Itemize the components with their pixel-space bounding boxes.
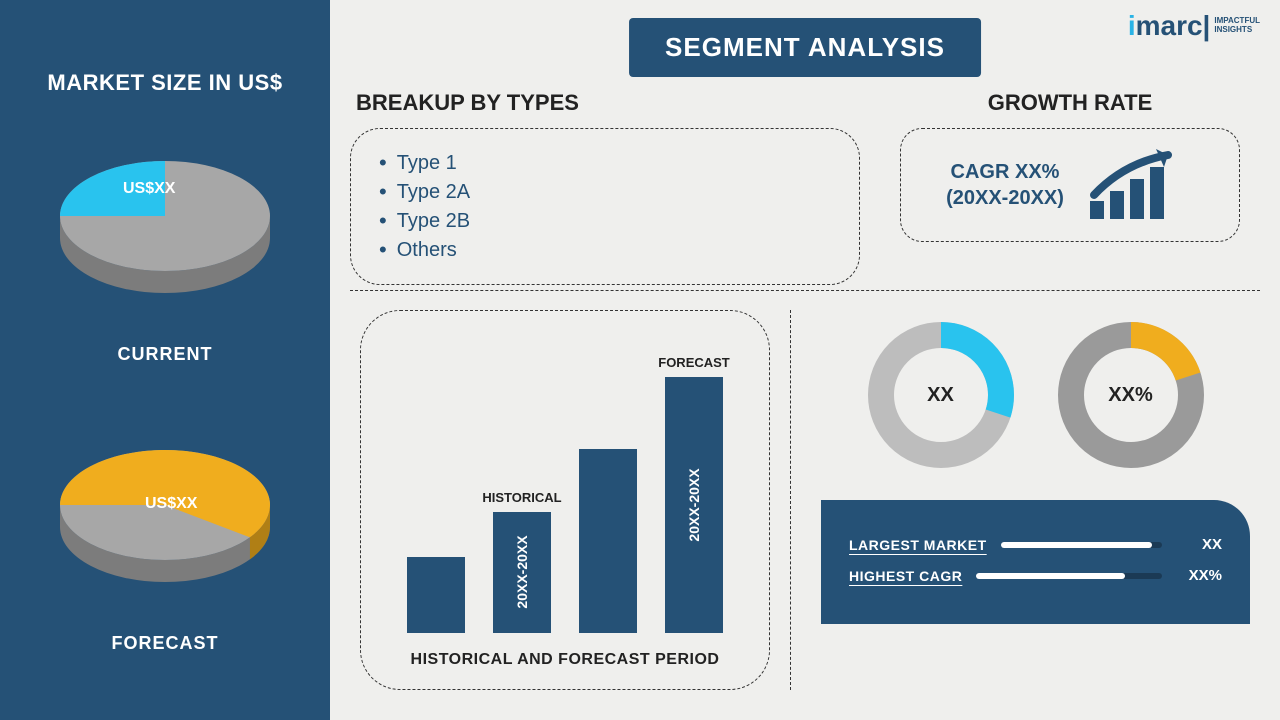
breakup-section: BREAKUP BY TYPES Type 1 Type 2A Type 2B Oth… [350,90,860,285]
pie-forecast-value: US$XX [145,495,197,513]
sidebar: MARKET SIZE IN US$ US$XX CURRENT US$XX F… [0,0,330,720]
vertical-divider [790,310,791,690]
period-bar: FORECAST20XX-20XX [665,377,723,634]
horizontal-divider [350,290,1260,291]
bar-vertical-label: 20XX-20XX [514,536,530,609]
market-row-label: HIGHEST CAGR [849,568,962,584]
period-bar [407,557,465,633]
bar-top-label: FORECAST [658,355,730,370]
logo-tagline: IMPACTFUL INSIGHTS [1214,17,1260,35]
growth-section: GROWTH RATE CAGR XX% (20XX-20XX) [880,90,1260,285]
header-title: SEGMENT ANALYSIS [629,18,981,77]
period-bar: HISTORICAL20XX-20XX [493,512,551,634]
market-row-value: XX [1176,536,1222,553]
breakup-item: Type 2A [379,179,831,205]
growth-text: CAGR XX% (20XX-20XX) [946,159,1064,211]
pie-forecast-chart [35,425,295,605]
growth-icon [1084,145,1194,225]
market-bar [1001,542,1162,548]
pie-current: US$XX [35,126,295,326]
market-row: HIGHEST CAGR XX% [849,567,1222,584]
growth-title: GROWTH RATE [988,90,1153,116]
market-panel: LARGEST MARKET XX HIGHEST CAGR XX% [821,500,1250,624]
pie-current-label: CURRENT [118,344,213,365]
bar-top-label: HISTORICAL [482,490,561,505]
breakup-item: Others [379,237,831,263]
pie-current-chart [35,136,295,316]
market-bar [976,573,1162,579]
breakup-list: Type 1 Type 2A Type 2B Others [379,150,831,263]
period-bars: HISTORICAL20XX-20XXFORECAST20XX-20XX [381,331,749,633]
logo: imarc| IMPACTFUL INSIGHTS [1128,10,1260,42]
donut-left: XX [866,320,1016,470]
market-row-label: LARGEST MARKET [849,537,987,553]
main-panel: SEGMENT ANALYSIS imarc| IMPACTFUL INSIGH… [330,0,1280,720]
period-bar [579,449,637,633]
bar-vertical-label: 20XX-20XX [686,468,702,541]
period-title: HISTORICAL AND FORECAST PERIOD [411,651,720,669]
donut-right: XX% [1056,320,1206,470]
page: MARKET SIZE IN US$ US$XX CURRENT US$XX F… [0,0,1280,720]
upper-row: BREAKUP BY TYPES Type 1 Type 2A Type 2B Oth… [350,90,1260,285]
donut-row: XX XX% [821,320,1250,470]
market-row: LARGEST MARKET XX [849,536,1222,553]
sidebar-title: MARKET SIZE IN US$ [47,70,282,96]
breakup-item: Type 1 [379,150,831,176]
donut-right-value: XX% [1056,320,1206,470]
breakup-box: Type 1 Type 2A Type 2B Others [350,128,860,285]
lower-row: HISTORICAL20XX-20XXFORECAST20XX-20XX HIS… [350,300,1260,700]
right-lower: XX XX% LARGEST MARKET XX HIGHEST CAGR XX% [801,300,1260,700]
pie-current-value: US$XX [123,180,175,198]
pie-forecast: US$XX [35,415,295,615]
pie-forecast-label: FORECAST [112,633,219,654]
donut-left-value: XX [866,320,1016,470]
growth-box: CAGR XX% (20XX-20XX) [900,128,1240,242]
breakup-item: Type 2B [379,208,831,234]
breakup-title: BREAKUP BY TYPES [356,90,860,116]
logo-text: imarc| [1128,10,1211,42]
period-box: HISTORICAL20XX-20XXFORECAST20XX-20XX HIS… [360,310,770,690]
market-row-value: XX% [1176,567,1222,584]
